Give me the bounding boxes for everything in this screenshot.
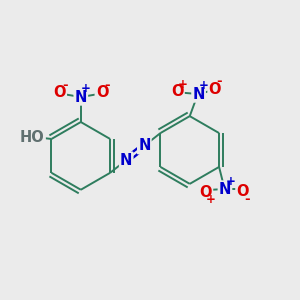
Text: O: O	[236, 184, 249, 200]
Text: O: O	[200, 185, 212, 200]
Text: N: N	[138, 138, 151, 153]
Text: O: O	[171, 84, 184, 99]
Text: N: N	[75, 89, 87, 104]
Text: -: -	[216, 75, 222, 88]
Text: N: N	[219, 182, 231, 196]
Text: +: +	[206, 193, 216, 206]
Text: +: +	[225, 175, 235, 188]
Text: O: O	[96, 85, 108, 100]
Text: -: -	[244, 193, 250, 206]
Text: +: +	[178, 78, 188, 91]
Text: -: -	[104, 79, 110, 92]
Text: N: N	[192, 87, 205, 102]
Text: +: +	[81, 82, 91, 95]
Text: HO: HO	[20, 130, 45, 145]
Text: O: O	[208, 82, 221, 97]
Text: -: -	[62, 79, 68, 92]
Text: +: +	[199, 79, 209, 92]
Text: O: O	[53, 85, 66, 100]
Text: N: N	[120, 153, 132, 168]
